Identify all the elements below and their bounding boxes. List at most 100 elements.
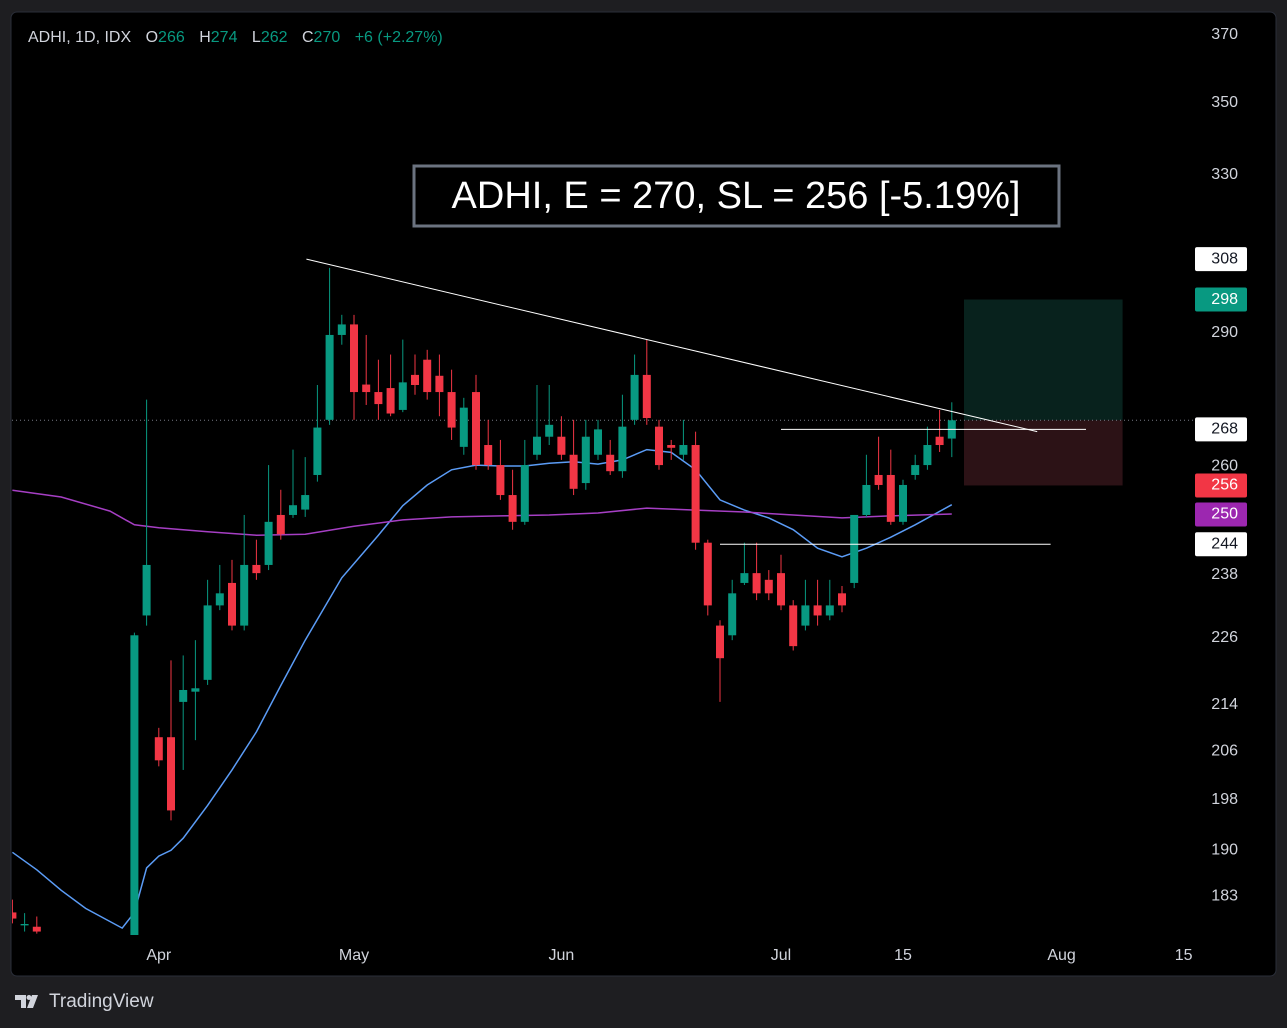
candle-body bbox=[252, 564, 261, 574]
legend-header: ADHI, 1D, IDX O266 H274 L262 C270 +6 (+2… bbox=[28, 29, 443, 46]
trendline bbox=[306, 258, 1038, 433]
candle-body bbox=[496, 465, 505, 496]
l-label: L bbox=[252, 29, 261, 46]
y-tick-label: 214 bbox=[1211, 696, 1238, 713]
price-tag-label: 250 bbox=[1211, 506, 1238, 523]
candle-body bbox=[752, 573, 761, 594]
candle-body bbox=[789, 605, 798, 647]
brand: TradingView bbox=[49, 991, 154, 1012]
target-zone bbox=[964, 299, 1123, 421]
candle-body bbox=[276, 514, 285, 535]
x-tick-label: Jul bbox=[771, 947, 791, 964]
price-tag-label: 244 bbox=[1211, 535, 1238, 552]
candle-body bbox=[484, 445, 493, 466]
candle-body bbox=[130, 635, 139, 935]
price-tag bbox=[1195, 287, 1247, 312]
candle-body bbox=[386, 388, 395, 414]
candle-body bbox=[362, 384, 371, 393]
candle-body bbox=[179, 689, 188, 702]
x-tick-label: 15 bbox=[894, 947, 912, 964]
candle-body bbox=[423, 359, 432, 393]
candle-body bbox=[20, 924, 29, 926]
candle-body bbox=[520, 465, 529, 522]
symbol: ADHI, 1D, IDX bbox=[28, 29, 131, 46]
logo-dot bbox=[26, 995, 32, 1000]
candle-body bbox=[899, 484, 907, 522]
candle-body bbox=[935, 436, 944, 446]
candle-body bbox=[716, 625, 724, 659]
candle-body bbox=[398, 382, 407, 410]
price-tag-label: 308 bbox=[1211, 250, 1238, 267]
candle-body bbox=[703, 542, 712, 606]
y-tick-label: 226 bbox=[1211, 629, 1238, 646]
candle-body bbox=[874, 474, 883, 485]
candle-body bbox=[142, 564, 151, 616]
candle-body bbox=[825, 605, 834, 616]
change: +6 (+2.27%) bbox=[355, 29, 443, 46]
candle-body bbox=[777, 573, 785, 606]
candle-body bbox=[533, 436, 541, 455]
y-tick-label: 370 bbox=[1211, 26, 1238, 43]
candle-body bbox=[618, 426, 627, 472]
logo-icon bbox=[15, 995, 38, 1008]
candle-body bbox=[374, 392, 383, 405]
stop-zone bbox=[964, 420, 1123, 486]
y-tick-label: 260 bbox=[1211, 458, 1238, 475]
candle-body bbox=[691, 445, 700, 543]
y-tick-label: 330 bbox=[1211, 166, 1238, 183]
candle-body bbox=[240, 564, 249, 626]
x-tick-label: 15 bbox=[1175, 947, 1193, 964]
y-tick-label: 206 bbox=[1211, 743, 1238, 760]
candle-body bbox=[850, 514, 859, 583]
price-tag bbox=[1195, 247, 1247, 272]
candle-body bbox=[557, 436, 566, 455]
price-tag-label: 268 bbox=[1211, 421, 1238, 438]
price-tag bbox=[1195, 473, 1247, 498]
title-box bbox=[412, 164, 1061, 228]
candle-body bbox=[289, 505, 297, 515]
candle-body bbox=[350, 324, 358, 393]
candle-body bbox=[813, 605, 822, 616]
chart-pane bbox=[10, 11, 1277, 977]
plot-area bbox=[12, 258, 1195, 935]
candle-body bbox=[32, 926, 41, 932]
candle-body bbox=[569, 454, 578, 489]
candle-body bbox=[228, 582, 236, 626]
candle-body bbox=[459, 407, 468, 447]
price-tag bbox=[1195, 532, 1247, 557]
candle-body bbox=[838, 593, 846, 606]
candle-body bbox=[191, 688, 200, 692]
candle-body bbox=[325, 334, 334, 420]
candle-body bbox=[12, 912, 17, 919]
candle-body bbox=[581, 436, 590, 484]
candle-body bbox=[862, 484, 871, 515]
x-tick-label: Aug bbox=[1047, 947, 1075, 964]
y-tick-label: 350 bbox=[1211, 94, 1238, 111]
candle-body bbox=[203, 605, 212, 680]
y-tick-label: 238 bbox=[1211, 566, 1238, 583]
candle-body bbox=[764, 579, 773, 594]
high-value: 274 bbox=[211, 29, 238, 46]
candle-body bbox=[606, 454, 615, 472]
candle-body bbox=[655, 426, 663, 466]
candle-body bbox=[642, 374, 651, 419]
price-tag-label: 298 bbox=[1211, 291, 1238, 308]
candle-body bbox=[545, 424, 554, 437]
x-tick-label: Jun bbox=[549, 947, 575, 964]
candle-body bbox=[337, 324, 346, 335]
x-tick-label: May bbox=[339, 947, 369, 964]
candle-body bbox=[679, 445, 688, 455]
candle-body bbox=[923, 445, 932, 466]
y-tick-label: 290 bbox=[1211, 324, 1238, 341]
candle-body bbox=[435, 375, 444, 393]
candle-body bbox=[911, 465, 920, 475]
logo bbox=[15, 995, 38, 1008]
y-tick-label: 190 bbox=[1211, 842, 1238, 859]
moving-average bbox=[12, 448, 953, 930]
chart-title: ADHI, E = 270, SL = 256 [-5.19%] bbox=[452, 175, 1021, 217]
y-tick-label: 183 bbox=[1211, 887, 1238, 904]
h-label: H bbox=[199, 29, 211, 46]
candle-body bbox=[447, 392, 456, 428]
